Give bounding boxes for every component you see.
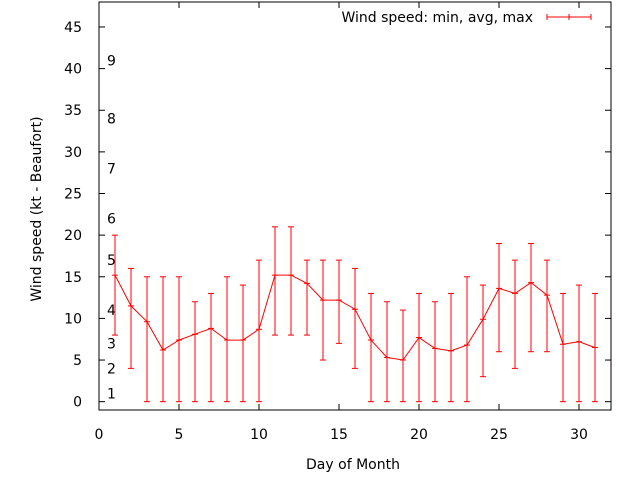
beaufort-label: 6 [107, 211, 116, 227]
beaufort-label: 8 [107, 112, 116, 128]
y-tick-label: 45 [64, 20, 82, 36]
x-tick-label: 25 [490, 427, 508, 443]
y-tick-label: 30 [64, 145, 82, 161]
y-tick-label: 20 [64, 228, 82, 244]
y-tick-label: 25 [64, 187, 82, 203]
legend-sample [546, 14, 592, 20]
beaufort-label: 4 [107, 303, 116, 319]
x-tick-label: 0 [95, 427, 104, 443]
beaufort-label: 9 [107, 53, 116, 69]
y-tick-label: 10 [64, 311, 82, 327]
legend: Wind speed: min, avg, max [341, 10, 592, 26]
y-tick-label: 35 [64, 103, 82, 119]
y-tick-label: 0 [73, 395, 82, 411]
series-line [114, 274, 596, 361]
x-axis-label: Day of Month [306, 457, 400, 473]
x-tick-label: 20 [410, 427, 428, 443]
x-tick-label: 30 [570, 427, 588, 443]
y-tick-label: 5 [73, 353, 82, 369]
beaufort-label: 2 [107, 361, 116, 377]
y-axis-label: Wind speed (kt - Beaufort) [29, 116, 45, 301]
x-tick-label: 15 [330, 427, 348, 443]
x-tick-label: 5 [175, 427, 184, 443]
beaufort-label: 7 [107, 162, 116, 178]
plot-frame [98, 1, 612, 411]
beaufort-label: 1 [107, 386, 116, 402]
legend-label: Wind speed: min, avg, max [341, 10, 533, 26]
beaufort-label: 5 [107, 253, 116, 269]
wind-speed-series [112, 226, 598, 403]
y-tick-label: 15 [64, 270, 82, 286]
beaufort-scale-labels: 1 2 3 4 5 6 7 8 9 [107, 53, 116, 402]
x-tick-label: 10 [250, 427, 268, 443]
y-tick-label: 40 [64, 62, 82, 78]
beaufort-label: 3 [107, 336, 116, 352]
